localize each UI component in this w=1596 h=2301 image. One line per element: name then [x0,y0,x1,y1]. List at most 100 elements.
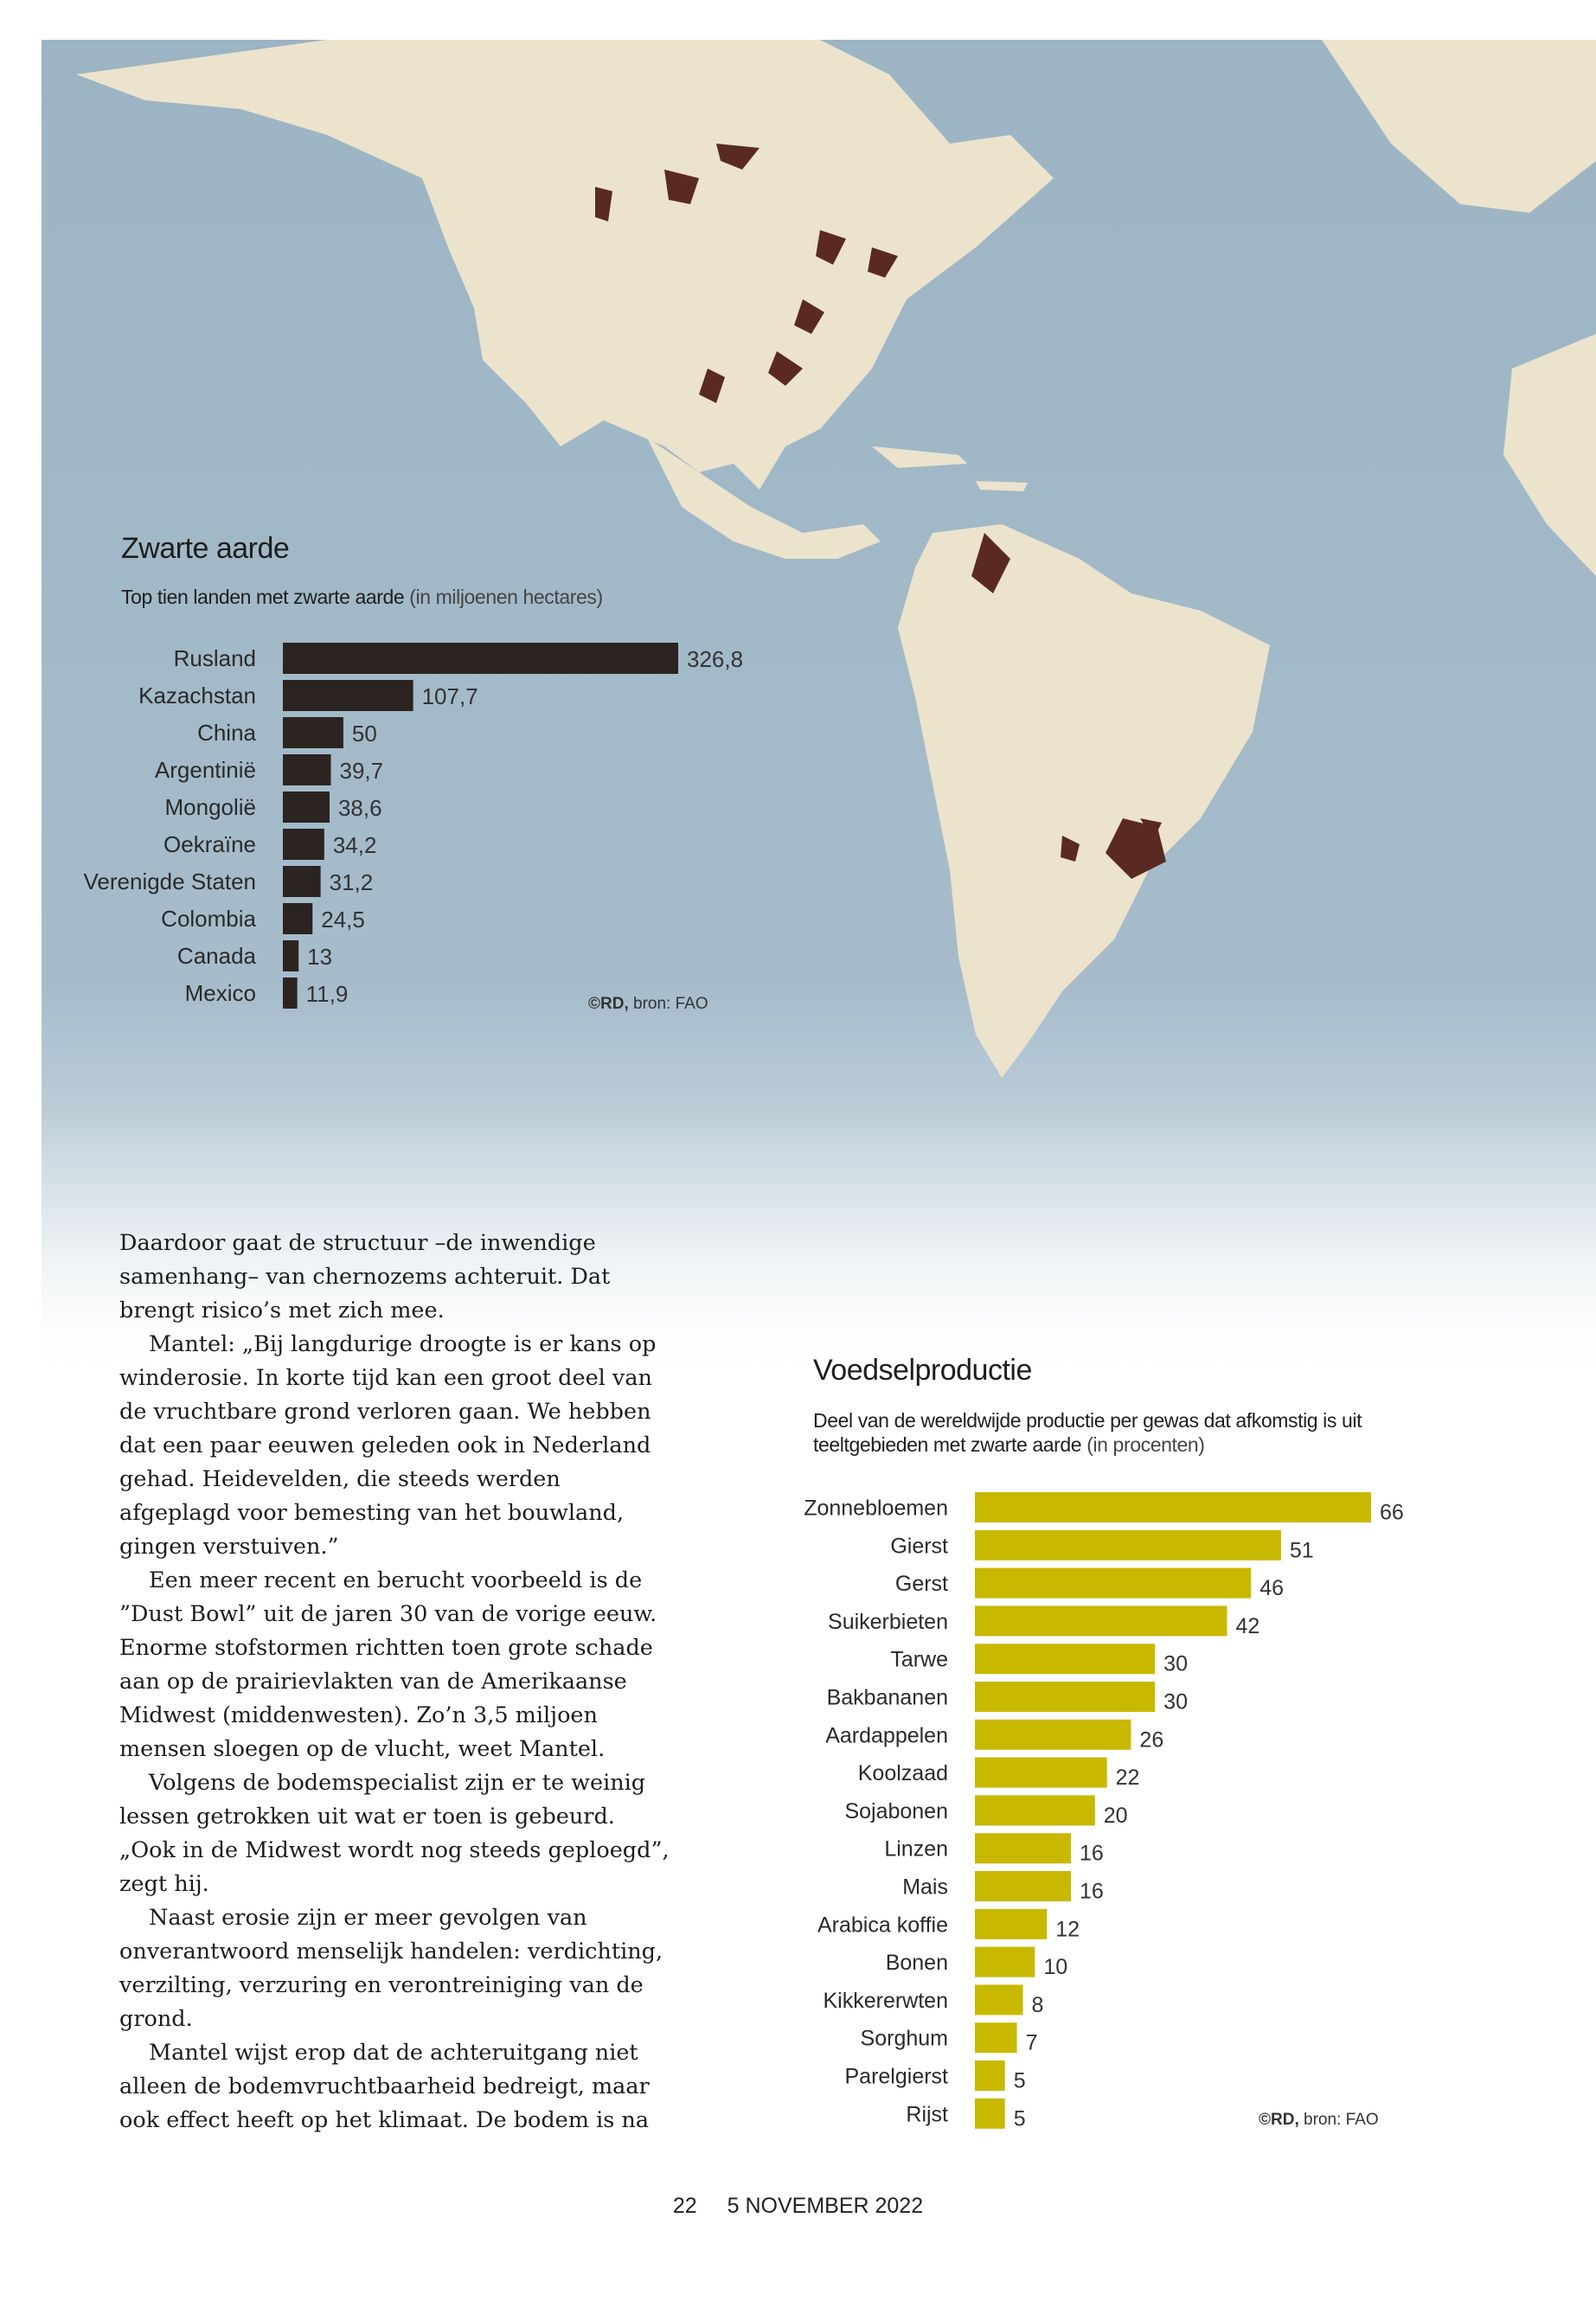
south-america [898,524,1270,1078]
value-label: 34,2 [333,832,377,858]
bar [975,1984,1023,2016]
bar [975,1795,1095,1826]
category-label: Mexico [185,980,256,1006]
chart1-subtitle: Top tien landen met zwarte aarde (in mil… [121,585,779,609]
value-label: 13 [307,944,332,970]
bar [283,717,343,748]
africa [1503,334,1596,576]
bar [975,2098,1005,2129]
category-label: Suikerbieten [828,1610,948,1634]
chart1-black-soil-bars: Rusland 326,8 Kazachstan 107,7 China 50 Argent… [84,643,743,1009]
chart1-credit: ©RD, bron: FAO [588,995,708,1014]
bar [283,903,313,934]
value-label: 46 [1259,1576,1284,1600]
chart1-subtitle-text: Top tien landen met zwarte aarde [121,586,405,608]
bar [283,977,298,1009]
chart2-subtitle: Deel van de wereldwijde productie per ge… [813,1408,1419,1457]
central-america [647,438,881,559]
category-label: Koolzaad [858,1761,948,1785]
value-label: 24,5 [321,907,365,933]
category-label: Gerst [895,1572,948,1596]
chart2-unit-note: (in procenten) [1086,1433,1205,1456]
category-label: Aardappelen [825,1723,948,1747]
bar [283,754,331,785]
value-label: 38,6 [338,795,382,821]
chart2-subtitle-text: Deel van de wereldwijde productie per ge… [813,1409,1362,1456]
category-label: Rusland [174,645,256,671]
black-soil-regions [595,144,1166,879]
value-label: 66 [1380,1501,1404,1525]
value-label: 10 [1043,1955,1067,1979]
category-label: Kikkererwten [824,1989,949,2013]
value-label: 16 [1080,1842,1104,1866]
page-number: 22 [672,2194,697,2218]
value-label: 22 [1116,1766,1140,1790]
bar [975,1529,1281,1561]
bar [975,1833,1072,1864]
bar [975,1908,1048,1939]
bar [975,1871,1072,1901]
chart2-food-production-bars: Zonnebloemen 66 Gierst 51 Gerst 46 Suikerbiete… [804,1492,1404,2131]
category-label: Mais [902,1875,948,1900]
chart1-title: Zwarte aarde [121,532,290,565]
article-paragraph: Daardoor gaat de structuur –de inwendige… [119,1230,611,1324]
category-label: Rijst [906,2102,948,2126]
value-label: 20 [1104,1804,1128,1828]
value-label: 51 [1290,1538,1314,1562]
value-label: 8 [1032,1993,1044,2017]
article-body: Daardoor gaat de structuur –de inwendige… [119,1227,673,2138]
bar [975,1644,1156,1675]
category-label: China [197,720,256,746]
article-paragraph: Een meer recent en berucht voorbeeld is … [119,1567,657,1762]
category-label: Oekraïne [163,831,256,857]
value-label: 5 [1014,2106,1026,2131]
bar [283,643,678,674]
bar [283,866,321,897]
bar [283,792,330,823]
category-label: Parelgierst [845,2065,949,2089]
chart1-credit-bold: ©RD, [588,995,629,1013]
category-label: Zonnebloemen [804,1497,948,1521]
value-label: 30 [1163,1690,1188,1715]
value-label: 326,8 [687,646,743,672]
value-label: 42 [1235,1614,1259,1638]
bar [975,1682,1156,1712]
article-paragraph: Mantel: „Bij langdurige droogte is er ka… [119,1331,657,1560]
bar [975,2022,1017,2054]
value-label: 5 [1014,2069,1026,2093]
caribbean [872,446,1028,491]
value-label: 30 [1163,1652,1188,1676]
bar [283,829,324,860]
article-paragraph: Mantel wijst erop dat de achteruitgang n… [119,2040,650,2133]
category-label: Gierst [890,1534,948,1558]
category-label: Bakbananen [827,1686,948,1710]
category-label: Linzen [884,1837,948,1862]
chart2-credit-bold: ©RD, [1259,2111,1299,2129]
category-label: Tarwe [890,1648,948,1672]
category-label: Verenigde Staten [84,868,257,894]
bar [975,1567,1252,1599]
value-label: 11,9 [306,981,349,1007]
bar [283,940,299,971]
article-paragraph: Volgens de bodemspecialist zijn er te we… [119,1770,670,1897]
bar [975,1606,1227,1637]
category-label: Bonen [886,1951,948,1975]
chart1-unit-note: (in miljoenen hectares) [409,586,603,608]
value-label: 7 [1026,2031,1038,2055]
greenland [1322,40,1596,213]
bar [975,1757,1107,1788]
value-label: 50 [352,721,377,747]
category-label: Sojabonen [844,1799,948,1823]
value-label: 12 [1055,1917,1080,1941]
category-label: Sorghum [861,2027,948,2051]
bar [283,680,413,711]
value-label: 39,7 [340,758,384,784]
category-label: Mongolië [164,794,256,820]
page-footer: 22 5 NOVEMBER 2022 [0,2194,1596,2219]
bar [975,1492,1371,1522]
value-label: 26 [1139,1727,1163,1752]
value-label: 107,7 [422,683,478,709]
value-label: 16 [1080,1880,1104,1904]
world-map-background [42,40,1596,1389]
value-label: 31,2 [330,869,374,895]
